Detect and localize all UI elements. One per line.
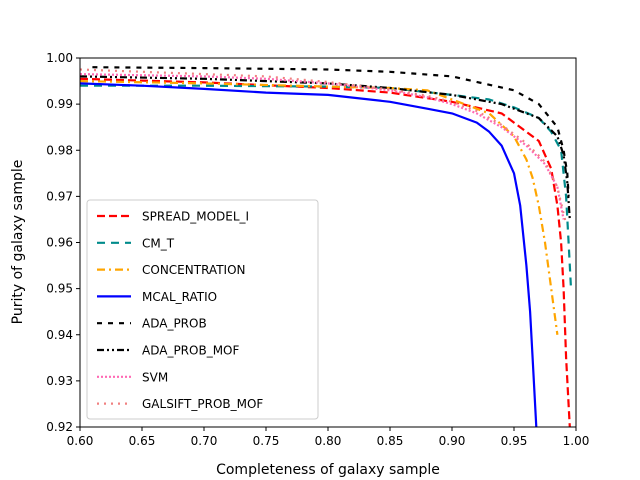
legend-box (86, 199, 319, 420)
y-axis-label: Purity of galaxy sample (10, 160, 26, 325)
y-tick-label: 0.93 (46, 374, 73, 388)
y-tick-label: 1.00 (46, 51, 73, 65)
series-line-concentration (80, 80, 559, 335)
x-tick-label: 0.65 (129, 434, 156, 448)
y-tick-label: 0.95 (46, 282, 73, 296)
x-tick-label: 0.80 (315, 434, 342, 448)
series-line-spread-model-i (80, 77, 571, 427)
x-tick-label: 0.90 (439, 434, 466, 448)
x-tick-label: 0.70 (191, 434, 218, 448)
x-tick-label: 1.00 (563, 434, 590, 448)
y-tick-label: 0.99 (46, 97, 73, 111)
legend: SPREAD_MODEL_I CM_T CONCENTRATION MCAL_RATI… (86, 199, 319, 420)
legend-label: CM_T (142, 236, 175, 250)
y-tick-label: 0.92 (46, 420, 73, 434)
y-tick-label: 0.94 (46, 328, 73, 342)
x-tick-label: 0.85 (377, 434, 404, 448)
y-tick-label: 0.96 (46, 236, 73, 250)
legend-label: CONCENTRATION (142, 263, 246, 277)
x-axis: 0.60 0.65 0.70 0.75 0.80 0.85 0.90 0.95 1.00 (67, 427, 590, 448)
legend-label: SVM (142, 370, 168, 384)
legend-label: ADA_PROB (142, 317, 207, 331)
y-axis: 0.92 0.93 0.94 0.95 0.96 0.97 0.98 0.99 1.00 (46, 51, 80, 434)
legend-label: ADA_PROB_MOF (142, 344, 239, 358)
x-tick-label: 0.75 (253, 434, 280, 448)
series-layer (80, 66, 573, 427)
series-line-ada-prob-mof (80, 75, 571, 220)
y-tick-label: 0.98 (46, 143, 73, 157)
legend-label: GALSIFT_PROB_MOF (142, 397, 263, 411)
legend-label: MCAL_RATIO (142, 290, 217, 304)
x-tick-label: 0.60 (67, 434, 94, 448)
series-line-mcal-ratio (80, 82, 538, 427)
x-axis-label: Completeness of galaxy sample (216, 462, 440, 478)
x-tick-label: 0.95 (501, 434, 528, 448)
series-line-cm-t (80, 84, 573, 289)
legend-label: SPREAD_MODEL_I (142, 210, 249, 224)
y-tick-label: 0.97 (46, 189, 73, 203)
